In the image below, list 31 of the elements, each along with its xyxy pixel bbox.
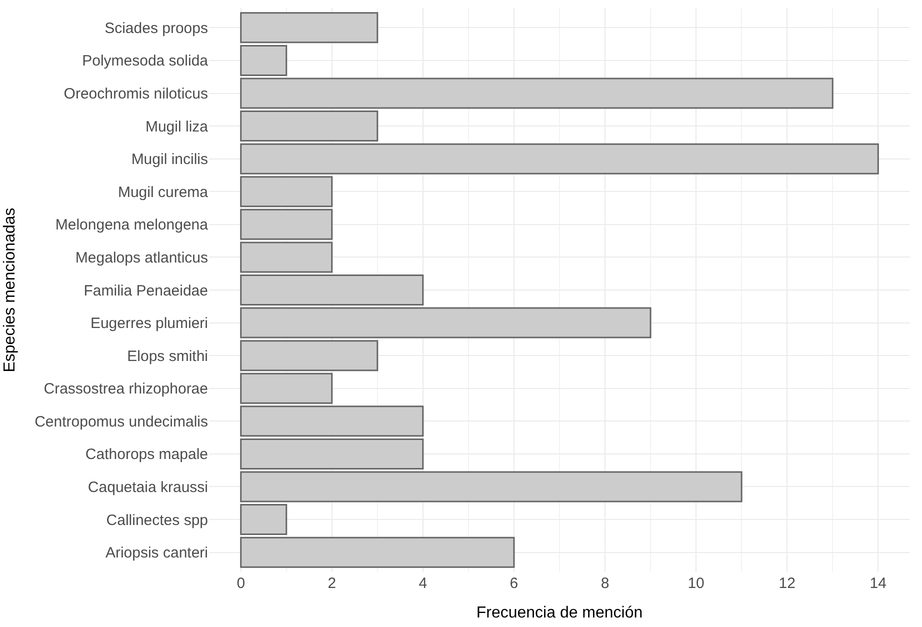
- y-tick-label: Sciades proops: [104, 20, 208, 37]
- x-tick-label: 4: [418, 575, 428, 592]
- y-tick-label: Cathorops mapale: [85, 446, 208, 464]
- bar: [240, 536, 515, 568]
- y-tick-label: Megalops atlanticus: [75, 249, 208, 266]
- y-tick-label: Centropomus undecimalis: [34, 413, 208, 430]
- y-tick-label: Mugil liza: [145, 118, 209, 136]
- x-axis-title: Frecuencia de mención: [476, 604, 643, 622]
- x-tick-label: 12: [778, 575, 796, 592]
- y-axis-title: Especies mencionadas: [1, 208, 18, 372]
- x-tick-label: 10: [688, 575, 704, 592]
- x-tick-label: 14: [870, 575, 886, 592]
- bar: [240, 274, 424, 306]
- y-tick-label: Elops smithi: [127, 348, 208, 365]
- y-tick-label: Melongena melongena: [55, 216, 209, 234]
- bar: [240, 44, 288, 76]
- y-tick-label: Caquetaia kraussi: [88, 478, 208, 496]
- x-tick-label: 6: [510, 575, 518, 592]
- bar: [240, 12, 378, 44]
- x-tick-label: 0: [236, 575, 246, 592]
- y-tick-label: Ariopsis canteri: [105, 544, 208, 562]
- y-tick-label: Callinectes spp: [106, 512, 208, 529]
- x-tick-label: 8: [600, 575, 610, 592]
- y-tick-label: Polymesoda solida: [82, 52, 209, 70]
- x-tick-label: 2: [328, 575, 336, 592]
- y-tick-label: Oreochromis niloticus: [64, 86, 208, 103]
- y-tick-label: Eugerres plumieri: [90, 315, 208, 332]
- y-tick-label: Mugil curema: [118, 184, 209, 201]
- y-tick-label: Crassostrea rhizophorae: [44, 380, 208, 398]
- y-tick-label: Familia Penaeidae: [84, 282, 208, 300]
- y-tick-label: Mugil incilis: [131, 151, 208, 168]
